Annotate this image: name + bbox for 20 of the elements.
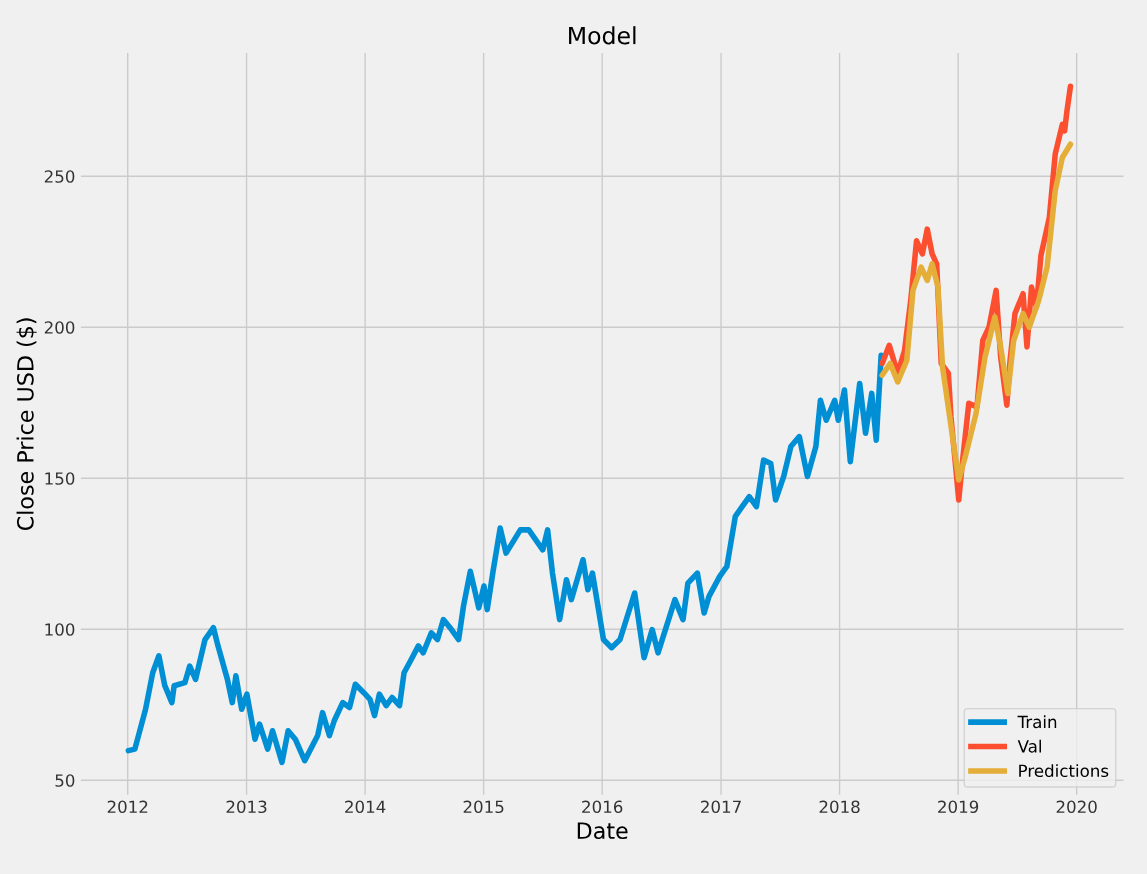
x-tick-label: 2015 <box>463 800 504 814</box>
y-tick-label: 100 <box>45 623 75 636</box>
x-axis-title: Date <box>577 822 628 840</box>
legend-label: Train <box>1017 715 1057 729</box>
y-tick-label: 200 <box>44 321 75 334</box>
x-tick-label: 2014 <box>345 800 386 814</box>
legend-label: Val <box>1017 739 1041 753</box>
x-tick-label: 2012 <box>107 800 148 814</box>
x-tick-label: 2017 <box>701 800 741 814</box>
x-tick-label: 2019 <box>938 800 979 814</box>
x-tick-label: 2020 <box>1056 800 1097 814</box>
legend-label: Predictions <box>1019 764 1109 778</box>
x-tick-label: 2018 <box>819 800 860 814</box>
x-tick-label: 2016 <box>582 800 623 814</box>
y-tick-label: 50 <box>55 774 75 787</box>
y-axis-title: Close Price USD ($) <box>16 318 37 531</box>
y-tick-label: 250 <box>44 170 75 183</box>
y-tick-label: 150 <box>45 472 75 485</box>
x-tick-label: 2013 <box>226 800 267 814</box>
chart-title: Model <box>569 26 636 45</box>
